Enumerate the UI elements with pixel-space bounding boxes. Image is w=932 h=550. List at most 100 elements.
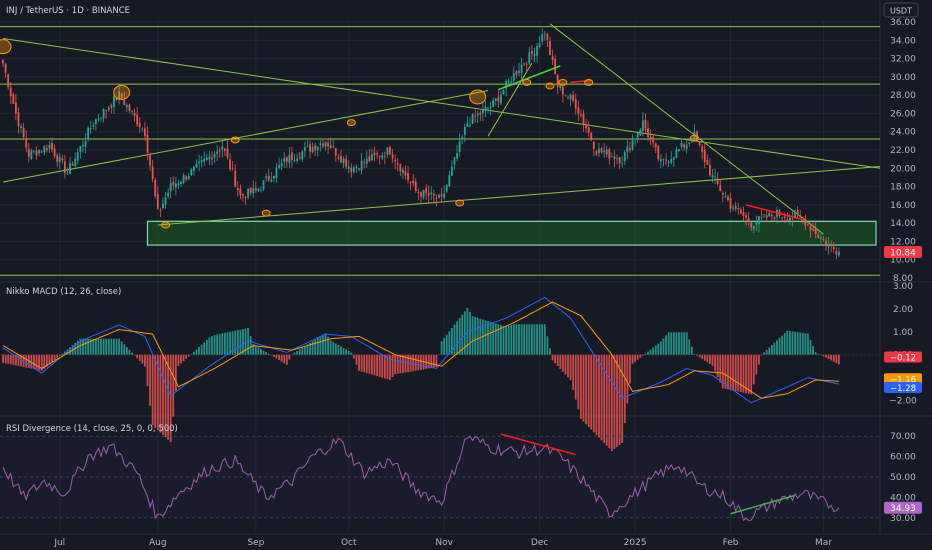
candle-body <box>40 151 43 153</box>
macd-histogram-bar <box>193 351 195 355</box>
candle-body <box>365 158 368 164</box>
candle-body <box>603 150 606 153</box>
candle-body <box>520 64 523 73</box>
candle-body <box>737 208 740 210</box>
macd-histogram-bar <box>662 338 665 355</box>
candle-body <box>549 40 551 56</box>
macd-histogram-bar <box>770 345 773 355</box>
candle-body <box>791 218 794 220</box>
candle-body <box>169 183 172 192</box>
macd-histogram-bar <box>45 354 48 367</box>
candle-body <box>283 158 286 162</box>
macd-histogram-bar <box>838 354 840 365</box>
macd-histogram-bar <box>747 354 750 394</box>
candle-body <box>554 59 557 75</box>
currency-badge[interactable]: USDT <box>883 2 919 18</box>
macd-histogram-bar <box>352 354 355 359</box>
macd-histogram-bar <box>133 354 136 356</box>
candle-body <box>125 105 128 108</box>
macd-histogram-bar <box>342 347 345 355</box>
macd-histogram-bar <box>652 347 655 355</box>
macd-histogram-bar <box>35 354 38 370</box>
macd-histogram-bar <box>262 350 265 355</box>
macd-value-badge <box>884 382 922 394</box>
price-tick-label: 16.00 <box>890 201 916 211</box>
macd-histogram-bar <box>314 339 317 355</box>
candle-body <box>249 187 252 194</box>
macd-histogram-bar <box>732 354 735 391</box>
macd-value-badge <box>884 373 922 385</box>
macd-histogram-bar <box>7 354 10 364</box>
candle-body <box>15 102 17 114</box>
macd-histogram-bar <box>525 324 528 355</box>
candle-body <box>409 182 412 183</box>
candle-body <box>141 128 144 130</box>
candle-body <box>102 108 105 119</box>
candle-body <box>64 161 66 173</box>
macd-histogram-bar <box>812 346 815 355</box>
candle-body <box>182 174 185 184</box>
macd-histogram-bar <box>518 324 520 355</box>
macd-histogram-bar <box>283 354 286 364</box>
macd-histogram-bar <box>476 317 479 355</box>
candle-body <box>311 147 314 153</box>
candle-body <box>515 71 518 75</box>
macd-histogram-bar <box>107 338 110 355</box>
price-tick-label: 8.00 <box>893 274 913 284</box>
macd-histogram-bar <box>688 339 691 355</box>
macd-histogram-bar <box>211 336 213 355</box>
macd-histogram-bar <box>703 354 706 361</box>
candle-body <box>412 180 415 183</box>
price-panel[interactable] <box>0 23 881 276</box>
rsi-panel[interactable] <box>0 433 880 522</box>
candle-body <box>559 85 562 89</box>
price-tick-label: 20.00 <box>890 164 916 174</box>
candle-body <box>138 122 141 128</box>
macd-histogram-bar <box>223 332 226 355</box>
candle-body <box>538 43 541 48</box>
candle-body <box>799 215 802 217</box>
macd-panel[interactable] <box>0 296 880 451</box>
macd-histogram-bar <box>567 354 569 378</box>
highlight-circle <box>261 209 271 217</box>
macd-histogram-bar <box>234 330 237 355</box>
candle-body <box>724 196 727 198</box>
candle-body <box>203 158 206 162</box>
candle-body <box>698 142 701 146</box>
highlight-circle <box>455 199 465 207</box>
candle-body <box>605 149 608 155</box>
candle-body <box>213 154 216 158</box>
candle-body <box>533 54 536 56</box>
candle-body <box>381 155 384 159</box>
candle-body <box>329 145 332 149</box>
time-axis-label: Aug <box>149 538 167 548</box>
macd-histogram-bar <box>131 352 133 355</box>
candle-body <box>489 106 492 108</box>
macd-tick-label: 3.00 <box>893 282 913 292</box>
candle-body <box>502 89 505 95</box>
candle-body <box>835 250 838 255</box>
candle-body <box>690 141 693 143</box>
macd-histogram-bar <box>445 334 448 355</box>
candle-body <box>812 229 815 231</box>
rsi-title: RSI Divergence (14, close, 25, 0, 0, 500… <box>6 424 178 434</box>
candle-body <box>505 81 507 89</box>
candle-body <box>525 64 528 65</box>
candle-body <box>107 107 110 110</box>
candle-body <box>574 98 577 109</box>
candle-body <box>319 143 322 145</box>
macd-histogram-bar <box>781 335 784 355</box>
macd-histogram-bar <box>51 354 53 363</box>
candle-body <box>755 222 758 225</box>
candle-body <box>239 188 242 195</box>
macd-histogram-bar <box>600 354 603 441</box>
macd-histogram-bar <box>154 354 157 428</box>
macd-histogram-bar <box>832 354 835 362</box>
macd-histogram-bar <box>278 354 280 361</box>
candle-body <box>507 80 510 83</box>
macd-histogram-bar <box>260 348 262 355</box>
candle-body <box>373 152 376 156</box>
candle-body <box>587 127 590 133</box>
